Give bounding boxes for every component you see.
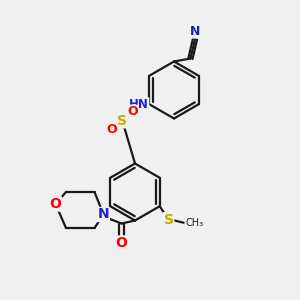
Text: CH₃: CH₃: [185, 218, 203, 228]
Text: O: O: [128, 105, 138, 118]
Text: O: O: [106, 123, 117, 136]
Text: O: O: [116, 236, 128, 250]
Text: HN: HN: [129, 98, 149, 111]
Text: N: N: [190, 25, 200, 38]
Text: S: S: [164, 213, 174, 227]
Text: N: N: [98, 208, 109, 221]
Text: S: S: [117, 114, 127, 128]
Text: O: O: [50, 197, 61, 211]
